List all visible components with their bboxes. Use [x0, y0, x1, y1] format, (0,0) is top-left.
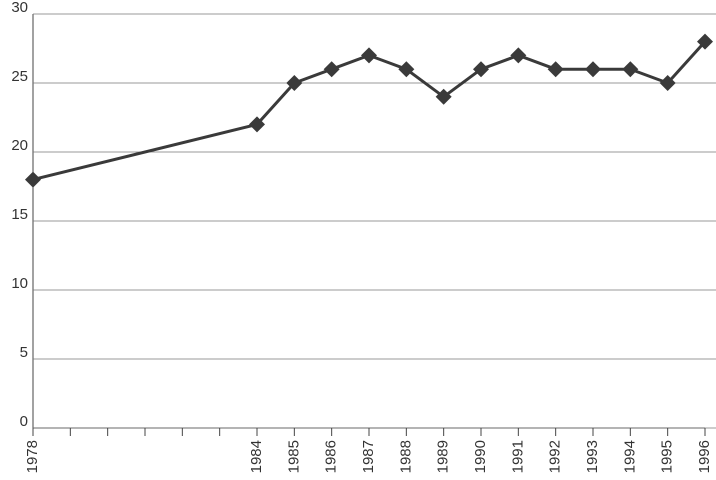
- marker: [286, 75, 303, 91]
- marker: [473, 61, 489, 78]
- marker: [435, 88, 452, 105]
- x-tick-label: 1990: [472, 440, 489, 473]
- x-tick-label: 1985: [285, 440, 302, 473]
- marker: [510, 47, 527, 64]
- marker: [585, 61, 601, 78]
- marker: [25, 171, 41, 188]
- y-tick-label: 5: [20, 344, 28, 361]
- x-tick-label: 1995: [659, 440, 676, 473]
- marker: [622, 61, 639, 78]
- y-tick-label: 25: [11, 68, 28, 85]
- y-tick-label: 0: [20, 413, 28, 430]
- x-tick-label: 1994: [621, 440, 638, 473]
- marker: [547, 61, 564, 78]
- marker: [249, 116, 265, 133]
- marker: [697, 33, 713, 50]
- marker: [398, 61, 415, 78]
- x-tick-label: 1987: [360, 440, 377, 473]
- marker: [659, 75, 676, 91]
- y-tick-label: 30: [11, 0, 28, 16]
- x-tick-label: 1978: [24, 440, 41, 473]
- x-tick-label: 1991: [509, 440, 526, 473]
- x-tick-label: 1993: [584, 440, 601, 473]
- y-tick-label: 10: [11, 275, 28, 292]
- x-tick-label: 1986: [323, 440, 340, 473]
- marker: [323, 61, 340, 78]
- x-tick-label: 1989: [435, 440, 452, 473]
- marker: [361, 47, 377, 64]
- y-tick-label: 20: [11, 137, 28, 154]
- y-tick-label: 15: [11, 206, 28, 223]
- x-tick-label: 1988: [397, 440, 414, 473]
- x-tick-label: 1992: [547, 440, 564, 473]
- x-tick-label: 1984: [248, 440, 265, 473]
- x-tick-label: 1996: [696, 440, 713, 473]
